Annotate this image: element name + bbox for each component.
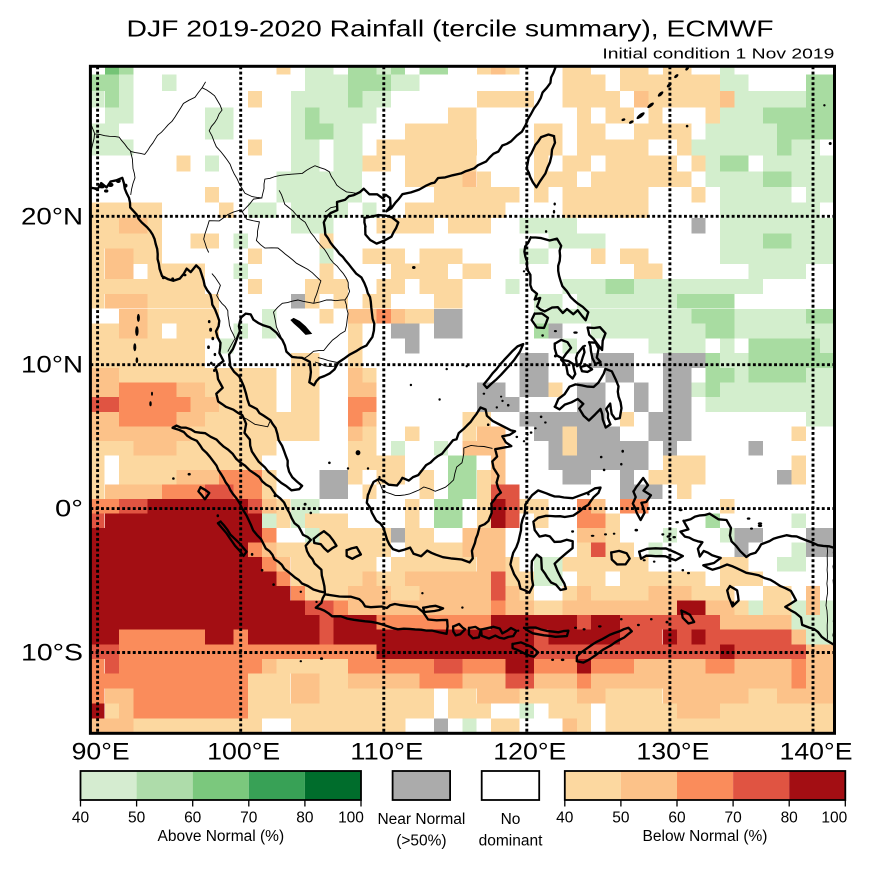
svg-text:120°E: 120°E — [493, 739, 566, 766]
svg-text:dominant: dominant — [479, 833, 543, 850]
svg-text:60: 60 — [184, 810, 202, 827]
svg-text:70: 70 — [240, 810, 258, 827]
svg-text:No: No — [501, 811, 521, 828]
svg-text:50: 50 — [128, 810, 146, 827]
svg-text:Initial condition 1 Nov 2019: Initial condition 1 Nov 2019 — [602, 46, 834, 63]
svg-text:40: 40 — [72, 810, 90, 827]
svg-text:100°E: 100°E — [207, 739, 280, 766]
svg-text:Near Normal: Near Normal — [377, 811, 465, 828]
svg-text:Below Normal (%): Below Normal (%) — [643, 828, 768, 845]
svg-text:10°N: 10°N — [21, 352, 83, 379]
svg-text:50: 50 — [612, 810, 630, 827]
svg-text:0°: 0° — [55, 496, 83, 523]
svg-text:20°N: 20°N — [21, 203, 83, 230]
svg-text:40: 40 — [556, 810, 574, 827]
svg-text:10°S: 10°S — [21, 640, 83, 667]
svg-text:70: 70 — [724, 810, 742, 827]
svg-text:DJF 2019-2020 Rainfall (tercil: DJF 2019-2020 Rainfall (tercile summary)… — [127, 16, 774, 42]
svg-text:Above Normal (%): Above Normal (%) — [157, 828, 284, 845]
svg-text:90°E: 90°E — [72, 739, 130, 766]
svg-text:80: 80 — [781, 810, 799, 827]
svg-text:140°E: 140°E — [780, 739, 853, 766]
svg-text:80: 80 — [296, 810, 314, 827]
svg-text:110°E: 110°E — [350, 739, 423, 766]
svg-text:(>50%): (>50%) — [396, 833, 446, 850]
svg-text:100: 100 — [821, 810, 847, 827]
svg-text:100: 100 — [338, 810, 364, 827]
svg-text:60: 60 — [668, 810, 686, 827]
svg-text:130°E: 130°E — [636, 739, 709, 766]
